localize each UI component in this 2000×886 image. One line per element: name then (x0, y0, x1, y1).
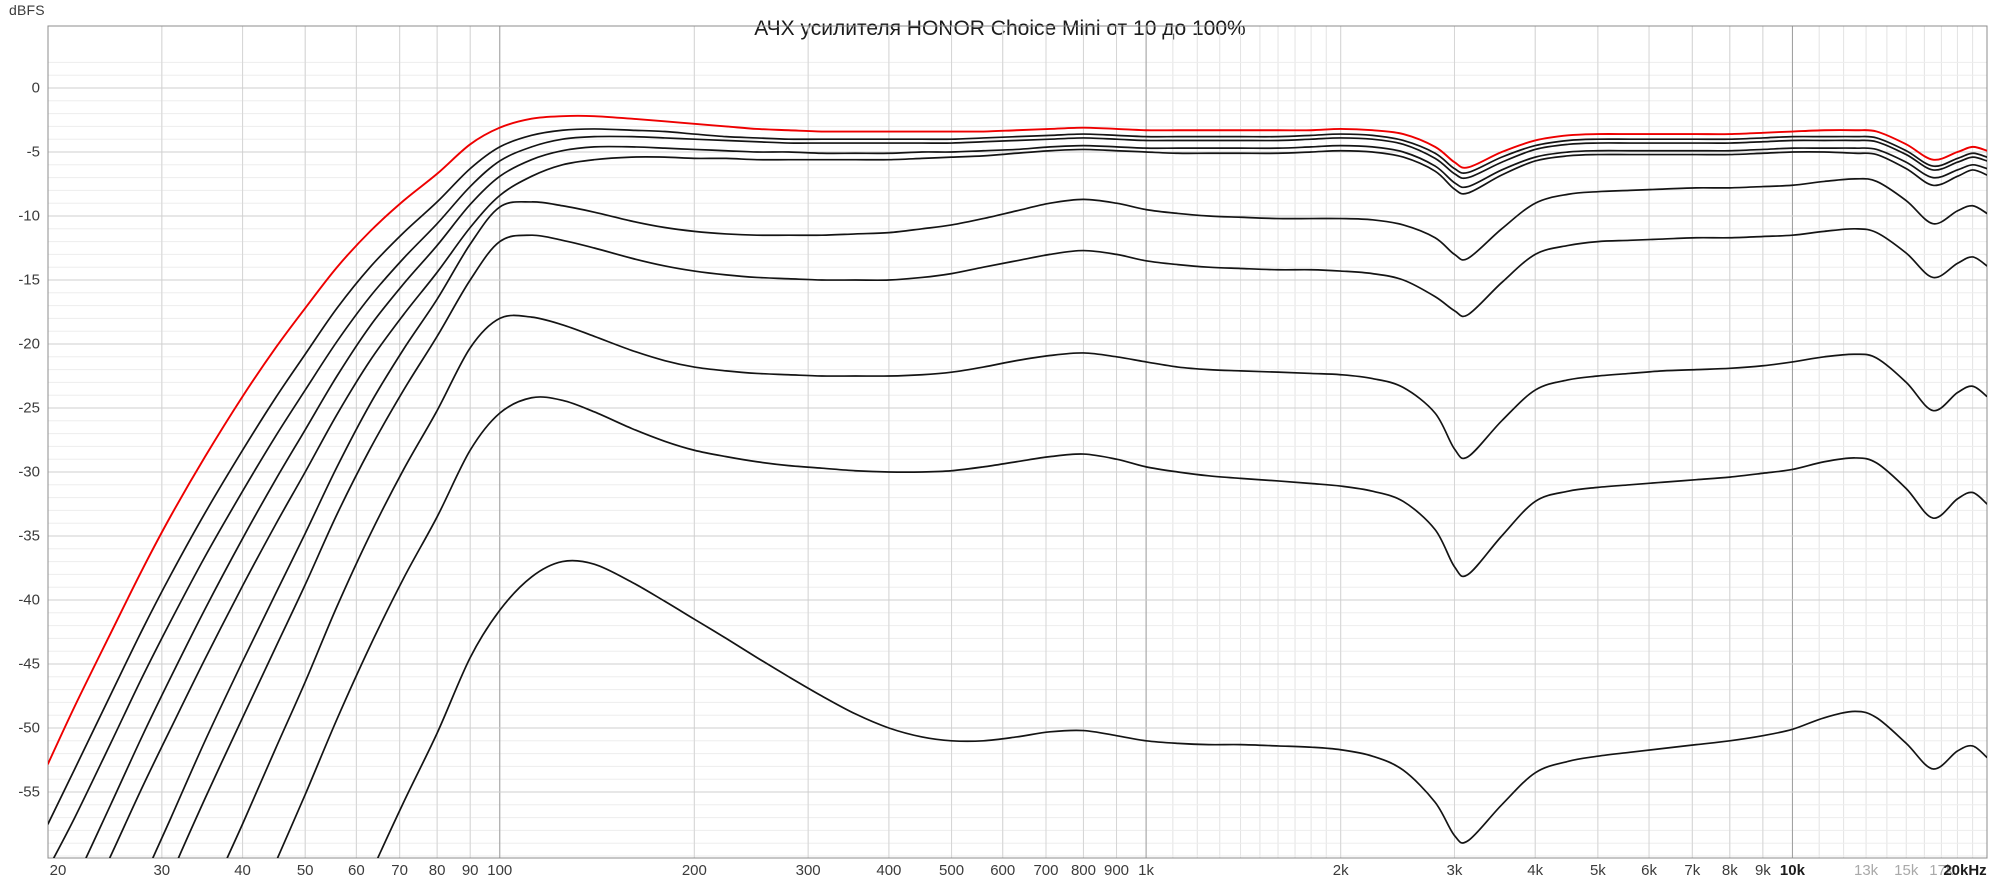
grid-minor-horizontal (48, 61, 1987, 857)
x-tick-label: 40 (234, 862, 251, 879)
y-tick-label: -45 (18, 655, 40, 673)
curve-50 (151, 177, 1987, 858)
y-tick-label: -15 (18, 271, 40, 289)
x-tick-label: 2k (1332, 862, 1349, 879)
curve-20 (276, 396, 1987, 858)
y-tick-label: -5 (26, 143, 40, 161)
y-tick-label: -25 (18, 399, 40, 417)
curve-10 (376, 559, 1987, 858)
x-tick-label: 20kHz (1943, 862, 1987, 879)
x-tick-label: 500 (939, 862, 965, 879)
x-tick-label: 900 (1104, 862, 1130, 879)
y-axis-unit-label: dBFS (9, 2, 45, 18)
x-tick-label: 400 (876, 862, 902, 879)
curve-70 (85, 144, 1987, 858)
curve-30 (226, 314, 1987, 858)
x-tick-label: 800 (1070, 862, 1096, 879)
chart-title: АЧХ усилителя HONOR Choice Mini от 10 до… (754, 17, 1246, 40)
x-tick-label: 6k (1641, 862, 1657, 879)
x-tick-label: 200 (681, 862, 707, 879)
x-tick-label: 3k (1446, 862, 1463, 879)
x-tick-label: 4k (1527, 862, 1544, 879)
x-tick-label: 90 (461, 862, 479, 879)
x-tick-label: 80 (428, 862, 446, 879)
curve-100 (48, 114, 1987, 765)
x-tick-label: 1k (1138, 862, 1155, 879)
y-tick-label: -20 (18, 335, 40, 353)
curve-40 (177, 227, 1987, 858)
curve-60 (108, 148, 1987, 858)
x-tick-label: 17k (1929, 862, 1954, 879)
response-curves (48, 114, 1987, 858)
x-tick-label: 100 (487, 862, 513, 879)
x-tick-label: 7k (1684, 862, 1701, 879)
y-tick-label: -30 (18, 463, 40, 481)
x-tick-label: 5k (1589, 862, 1606, 879)
curve-80 (52, 135, 1987, 858)
x-tick-label: 10k (1779, 862, 1805, 879)
x-tick-label: 20 (49, 862, 67, 879)
x-tick-label: 15k (1894, 862, 1919, 879)
x-tick-label: 8k (1721, 862, 1738, 879)
x-tick-label: 70 (391, 862, 408, 879)
y-tick-label: -50 (18, 719, 40, 737)
curve-90 (48, 128, 1987, 825)
y-tick-label: 0 (31, 79, 40, 97)
x-tick-label: 9k (1754, 862, 1771, 879)
x-tick-label: 50 (296, 862, 314, 879)
x-tick-label: 60 (348, 862, 365, 879)
y-tick-label: -35 (18, 527, 40, 545)
y-tick-label: -55 (18, 783, 40, 801)
x-tick-label: 600 (990, 862, 1016, 879)
plot-frame (47, 25, 1988, 859)
y-tick-label: -10 (18, 207, 40, 225)
y-tick-label: -40 (18, 591, 40, 609)
x-tick-label: 700 (1033, 862, 1059, 879)
x-tick-label: 300 (795, 862, 821, 879)
x-tick-label: 13k (1853, 862, 1879, 879)
grid-major-vertical (47, 26, 1988, 858)
grid-major-horizontal (48, 87, 1987, 793)
x-tick-label: 30 (153, 862, 171, 879)
